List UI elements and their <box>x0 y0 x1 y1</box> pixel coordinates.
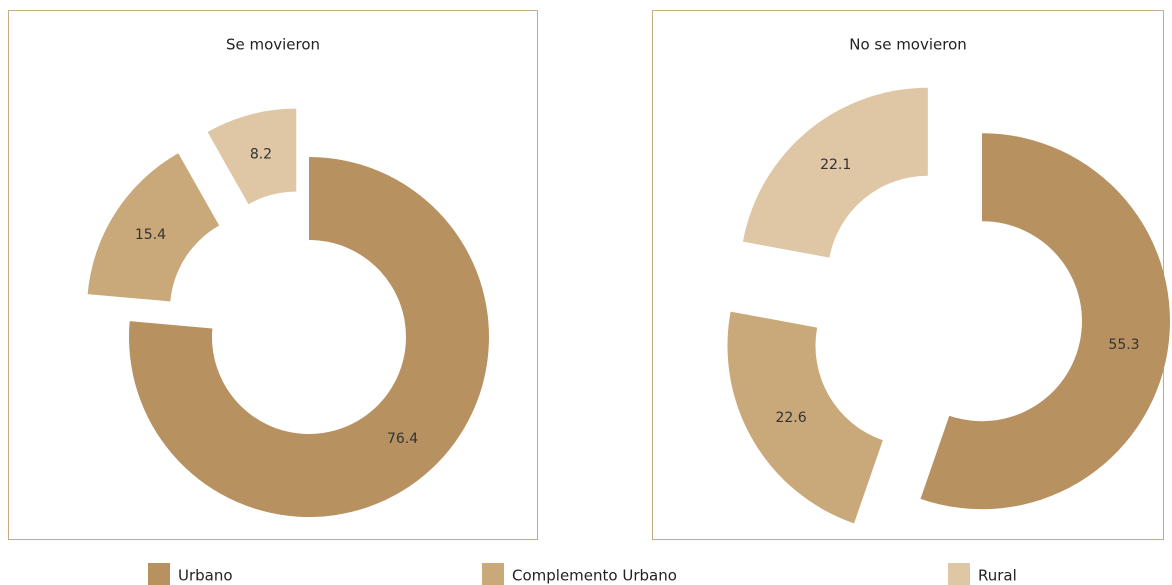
donut-slice <box>742 87 928 258</box>
legend-swatch <box>148 563 170 585</box>
data-label: 15.4 <box>135 227 166 243</box>
donut-slice <box>727 311 883 524</box>
legend-swatch <box>948 563 970 585</box>
donut-slice <box>129 157 490 517</box>
donut-slice <box>207 108 297 205</box>
data-label: 8.2 <box>250 147 272 163</box>
legend-swatch <box>482 563 504 585</box>
legend-label: Rural <box>978 567 1017 585</box>
data-label: 76.4 <box>387 431 418 447</box>
legend-label: Urbano <box>178 567 233 585</box>
chart-title: Se movieron <box>226 36 320 54</box>
donut-slice <box>920 133 1170 510</box>
data-label: 55.3 <box>1108 337 1139 353</box>
data-label: 22.6 <box>775 410 806 426</box>
chart-title: No se movieron <box>849 36 967 54</box>
panel-frame <box>8 10 538 540</box>
data-label: 22.1 <box>820 157 851 173</box>
legend-label: Complemento Urbano <box>512 567 677 585</box>
donut-slice <box>87 153 220 302</box>
